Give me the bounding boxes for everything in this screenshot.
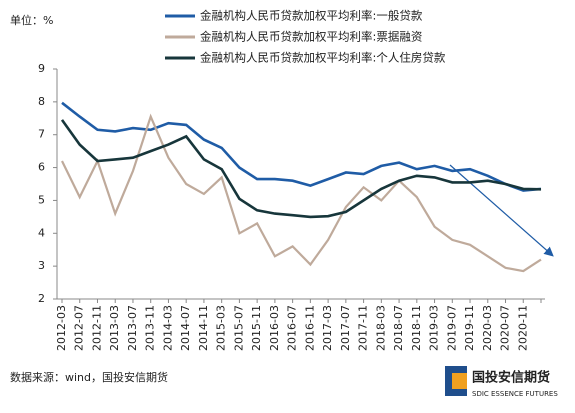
y-tick-label: 8 — [38, 95, 45, 108]
x-tick-label: 2013-03 — [108, 305, 121, 351]
x-tick-label: 2019-07 — [445, 305, 458, 351]
x-tick-label: 2012-03 — [55, 305, 68, 351]
x-tick-label: 2012-11 — [90, 305, 103, 351]
y-tick-label: 5 — [38, 193, 45, 206]
trend-arrow — [449, 164, 554, 257]
x-tick-label: 2020-03 — [481, 305, 494, 351]
series-line — [61, 101, 542, 192]
source: 数据来源：wind，国投安信期货 — [10, 370, 168, 384]
x-tick-label: 2013-07 — [126, 305, 139, 351]
x-tick-label: 2017-03 — [321, 305, 334, 351]
x-tick-label: 2019-03 — [428, 305, 441, 351]
x-tick-label: 2020-11 — [516, 305, 529, 351]
x-tick-label: 2016-11 — [303, 305, 316, 351]
series-line — [60, 119, 542, 219]
unit-label: 单位：% — [10, 13, 53, 27]
x-tick-label: 2012-07 — [73, 305, 86, 351]
y-tick-label: 4 — [38, 226, 45, 239]
y-tick-label: 7 — [38, 128, 45, 141]
y-tick-label: 2 — [38, 292, 45, 305]
x-tick-label: 2015-03 — [215, 305, 228, 351]
logo-subtext: SDIC ESSENCE FUTURES — [472, 390, 558, 398]
x-tick-label: 2016-03 — [268, 305, 281, 351]
y-tick-label: 9 — [38, 62, 45, 75]
x-tick-label: 2019-11 — [463, 305, 476, 351]
legend-label: 金融机构人民币贷款加权平均利率:票据融资 — [200, 30, 422, 44]
x-tick-label: 2014-11 — [197, 305, 210, 351]
x-tick-label: 2018-11 — [410, 305, 423, 351]
x-tick-label: 2013-11 — [144, 305, 157, 351]
legend-label: 金融机构人民币贷款加权平均利率:个人住房贷款 — [200, 51, 446, 65]
series-line — [61, 113, 542, 273]
x-tick-label: 2016-07 — [286, 305, 299, 351]
x-tick-label: 2020-07 — [499, 305, 512, 351]
y-tick-label: 6 — [38, 161, 45, 174]
x-tick-label: 2015-07 — [232, 305, 245, 351]
logo-icon — [452, 373, 467, 389]
x-tick-label: 2014-03 — [161, 305, 174, 351]
x-tick-label: 2018-03 — [374, 305, 387, 351]
x-tick-label: 2014-07 — [179, 305, 192, 351]
logo-text: 国投安信期货 — [472, 370, 550, 386]
legend-label: 金融机构人民币贷款加权平均利率:一般贷款 — [200, 9, 423, 23]
logo — [445, 366, 467, 396]
x-tick-label: 2018-07 — [392, 305, 405, 351]
x-tick-label: 2017-11 — [357, 305, 370, 351]
y-tick-label: 3 — [38, 259, 45, 272]
x-tick-label: 2017-07 — [339, 305, 352, 351]
x-tick-label: 2015-11 — [250, 305, 263, 351]
